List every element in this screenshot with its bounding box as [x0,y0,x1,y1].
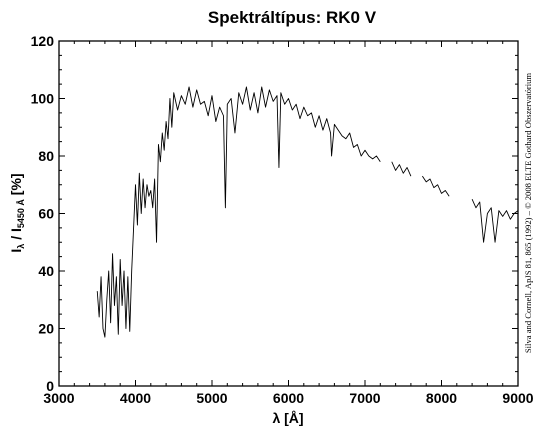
spectrum-line-segment-1 [96,86,381,338]
y-label-sub2: 5450 Å [16,199,26,229]
y-tick-label: 20 [38,321,54,337]
y-label-mid: / I [8,228,24,244]
y-label-sub1: λ [16,244,26,249]
x-tick-label: 5000 [196,390,227,406]
axis-tick-labels: 3000 4000 5000 6000 7000 8000 9000 0 20 40 60 80 100… [31,33,534,406]
spectrum-line-segment-3 [422,175,450,197]
credit-text: Silva and Cornell, ApJS 81, 865 (1992) –… [523,73,533,354]
x-axis-label: λ [Å] [272,410,303,426]
x-tick-label: 7000 [349,390,380,406]
x-tick-label: 8000 [426,390,457,406]
y-tick-label: 120 [31,33,55,49]
x-tick-label: 6000 [273,390,304,406]
x-tick-label: 4000 [120,390,151,406]
spectrum-line-segment-4 [471,198,519,243]
plot-frame [58,40,519,387]
y-tick-label: 60 [38,206,54,222]
spectrum-series [96,86,519,338]
x-tick-label: 9000 [502,390,533,406]
y-tick-label: 80 [38,148,54,164]
x-tick-label: 3000 [43,390,74,406]
chart-title: Spektráltípus: RK0 V [208,8,377,27]
spectrum-line-segment-2 [391,161,412,177]
y-tick-label: 100 [31,91,55,107]
y-tick-label: 0 [46,378,54,394]
y-tick-label: 40 [38,263,54,279]
y-label-tail: [%] [8,173,24,199]
axis-ticks [58,40,519,387]
y-label-main: I [8,249,24,253]
y-axis-label: Iλ / I5450 Å [%] [8,173,26,252]
